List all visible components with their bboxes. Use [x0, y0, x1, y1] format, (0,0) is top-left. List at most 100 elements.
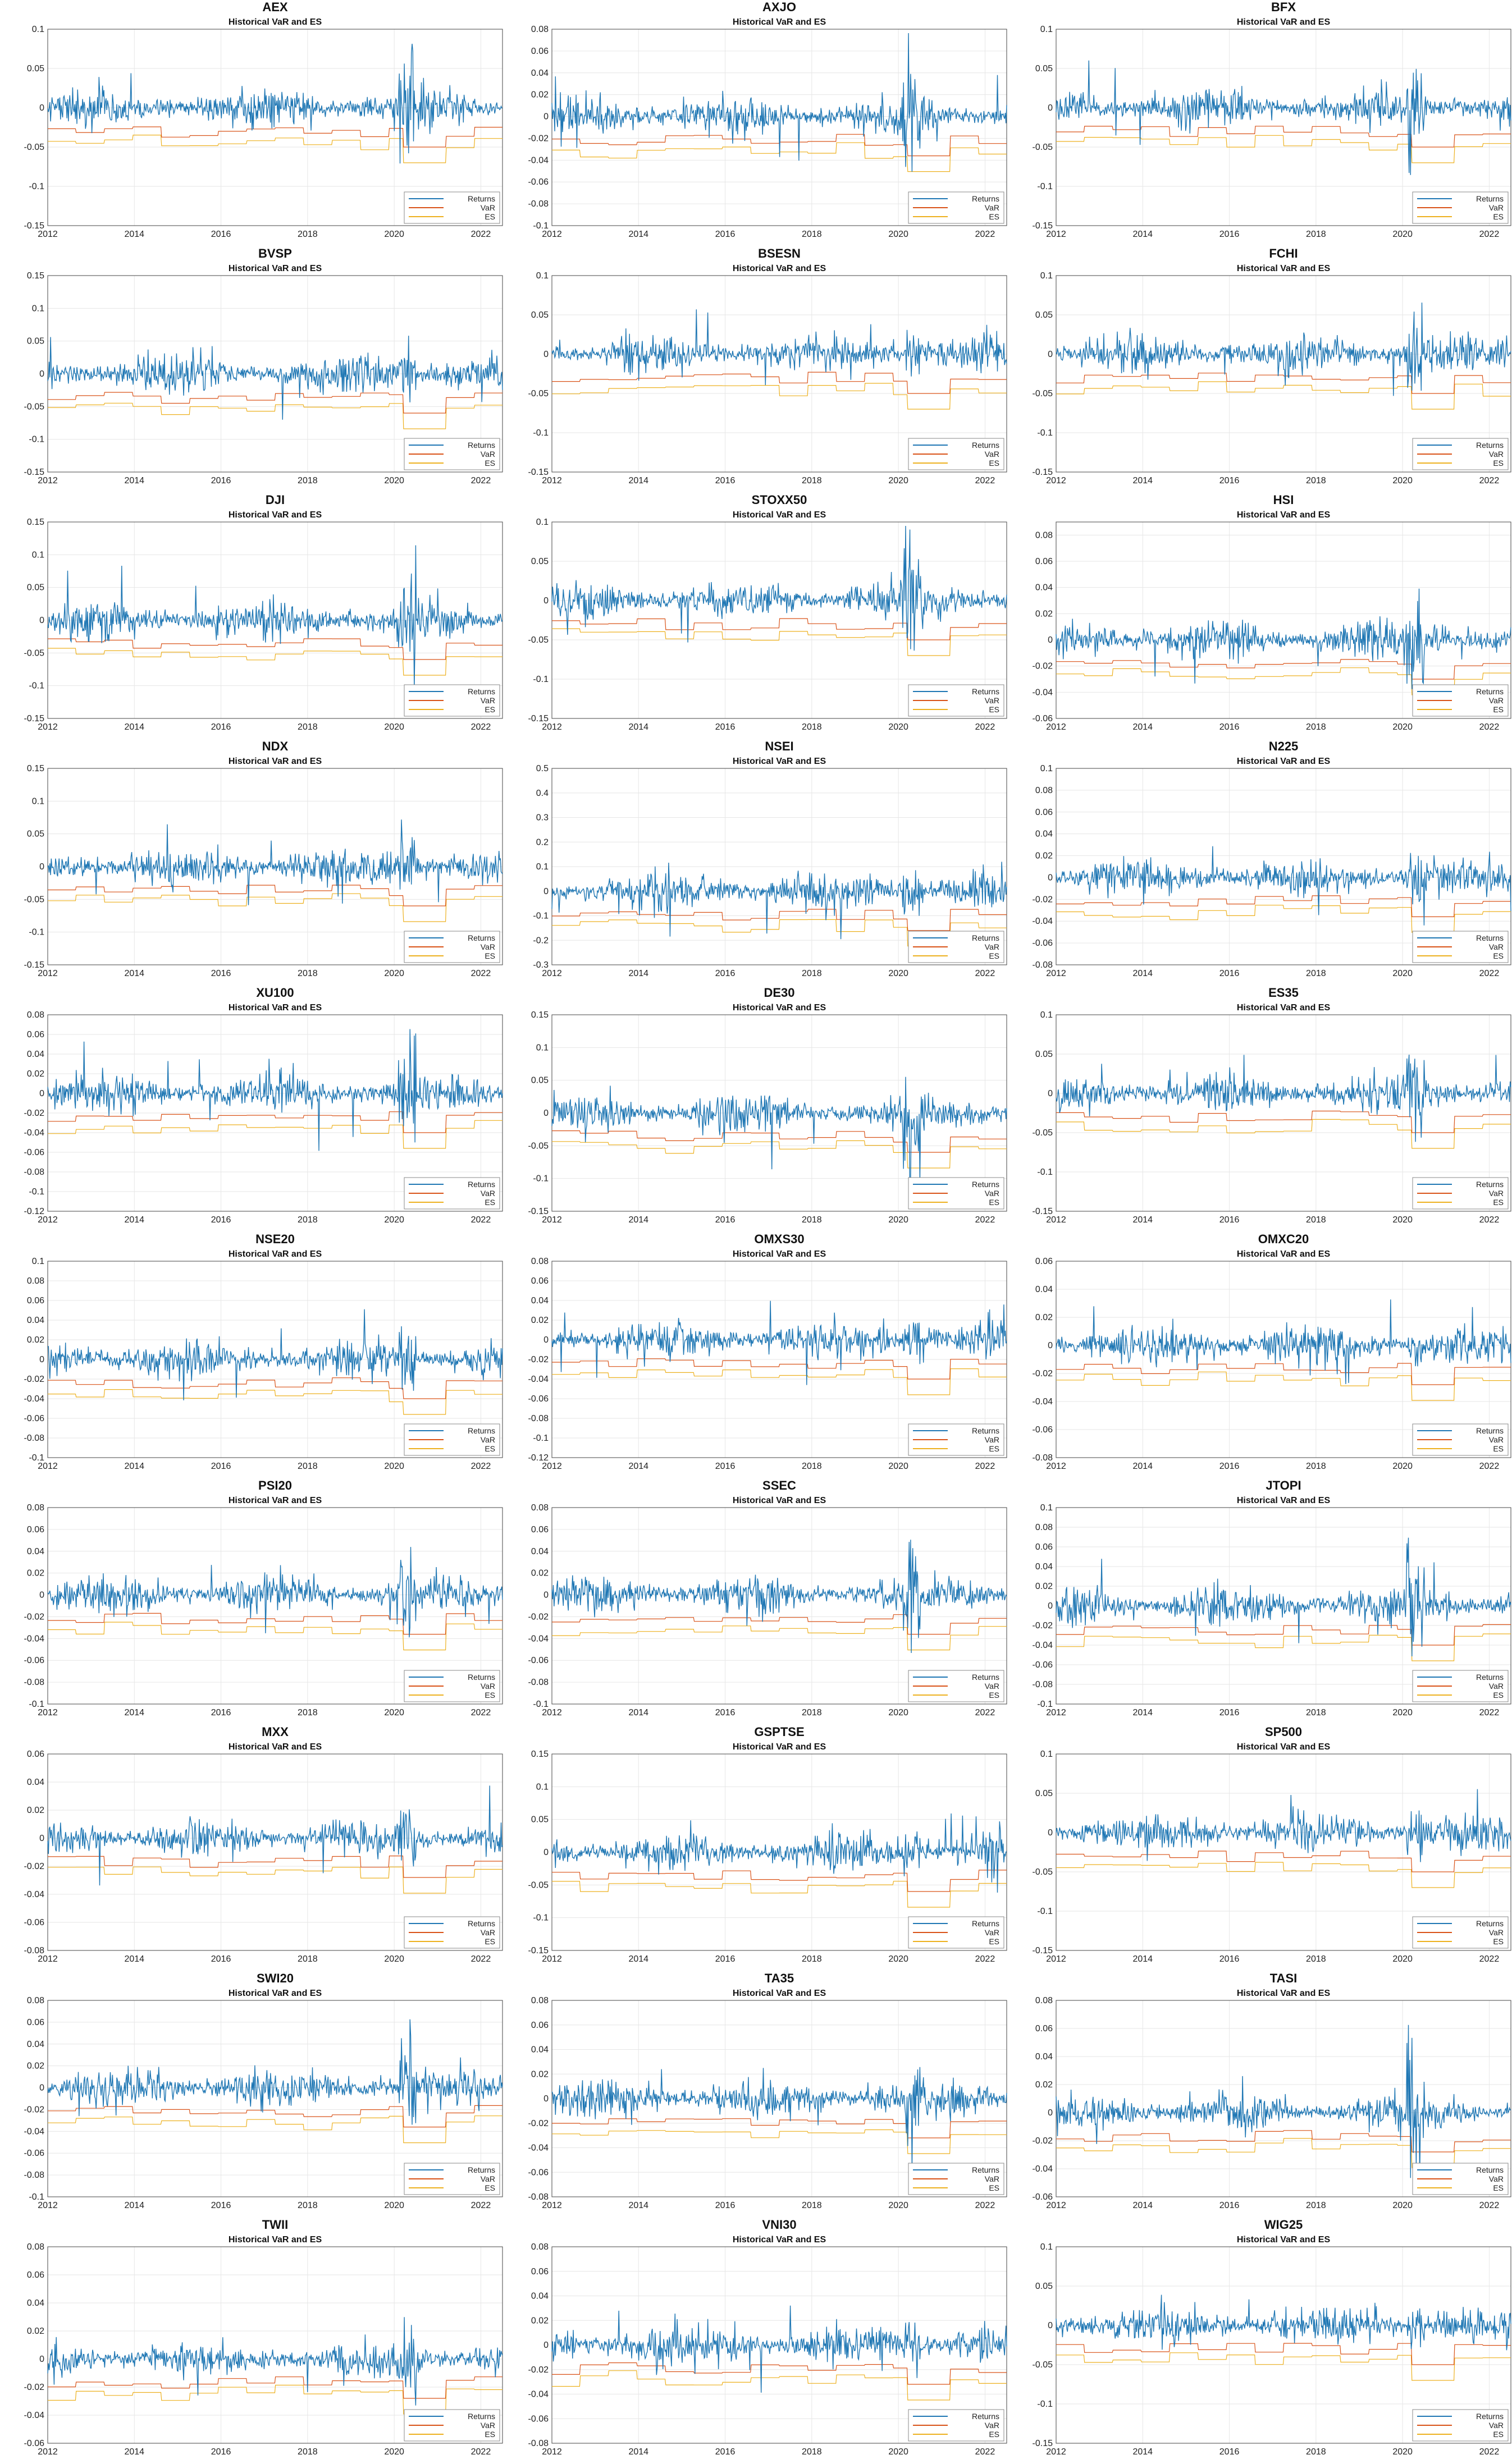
y-tick-label: 0	[543, 1109, 549, 1118]
y-tick-label: 0	[543, 350, 549, 359]
es-line	[1056, 905, 1511, 933]
y-tick-label: -0.05	[24, 895, 45, 904]
y-tick-label: 0.02	[27, 1569, 44, 1578]
legend-label: Returns	[468, 1426, 495, 1435]
y-tick-label: -0.04	[1033, 1641, 1053, 1650]
y-tick-label: 0	[543, 2341, 549, 2350]
y-tick-label: -0.02	[1033, 1369, 1053, 1378]
returns-line	[47, 1547, 503, 1638]
y-tick-label: -0.05	[1033, 2360, 1053, 2370]
x-tick-label: 2022	[975, 1462, 995, 1471]
chart-title: OMXS30	[754, 1232, 804, 1246]
chart-svg: BFX Historical VaR and ES 0.1 0.05 0 -0.05 -0.…	[1033, 0, 1511, 239]
x-tick-label: 2020	[384, 1215, 404, 1225]
x-tick-label: 2016	[1219, 2201, 1240, 2210]
y-tick-label: 0.08	[1035, 1523, 1053, 1532]
chart-svg: AEX Historical VaR and ES 0.1 0.05 0 -0.05 -0.…	[24, 0, 503, 239]
x-tick-label: 2022	[471, 230, 491, 239]
x-tick-label: 2020	[1392, 2201, 1413, 2210]
x-tick-label: 2020	[1392, 969, 1413, 978]
chart-nse20: NSE20 Historical VaR and ES 0.1 0.08 0.06 0.0…	[0, 1232, 504, 1478]
returns-line	[1056, 303, 1511, 396]
legend-label: ES	[1493, 2183, 1504, 2192]
y-tick-label: 0	[39, 862, 44, 872]
chart-svg: TWII Historical VaR and ES 0.08 0.06 0.04 0.0…	[24, 2218, 503, 2457]
y-tick-label: 0.04	[1035, 830, 1053, 839]
chart-subtitle: Historical VaR and ES	[229, 1003, 322, 1013]
legend-box	[1412, 438, 1509, 470]
chart-subtitle: Historical VaR and ES	[1237, 1989, 1331, 1998]
y-tick-label: -0.08	[24, 1678, 45, 1687]
legend-label: VaR	[1489, 2174, 1504, 2183]
y-tick-label: 0.02	[27, 2326, 44, 2336]
x-tick-label: 2020	[1392, 2447, 1413, 2457]
chart-title: DJI	[266, 493, 285, 507]
chart-svg: GSPTSE Historical VaR and ES 0.15 0.1 0.05 0 -…	[528, 1725, 1007, 1964]
y-tick-label: 0.05	[1035, 1789, 1053, 1798]
x-tick-label: 2018	[802, 2447, 822, 2457]
plot-frame	[1056, 1507, 1511, 1705]
chart-title: JTOPI	[1266, 1478, 1301, 1492]
y-tick-label: -0.04	[528, 2390, 549, 2399]
returns-line	[551, 1077, 1007, 1203]
var-line	[48, 1377, 503, 1399]
y-tick-label: 0.02	[27, 2062, 44, 2071]
y-tick-label: 0.1	[536, 1043, 549, 1052]
x-tick-label: 2018	[1306, 1462, 1326, 1471]
chart-n225: N225 Historical VaR and ES 0.1 0.08 0.06 0.04…	[1008, 739, 1512, 986]
y-tick-label: 0.15	[27, 764, 44, 773]
es-line	[552, 2129, 1007, 2154]
y-tick-label: 0	[39, 1355, 44, 1364]
x-tick-label: 2018	[298, 1462, 318, 1471]
legend-box	[908, 1916, 1004, 1949]
plot-frame	[47, 1261, 503, 1458]
var-line	[48, 126, 503, 148]
x-tick-label: 2012	[542, 1708, 562, 1718]
legend-label: Returns	[972, 194, 999, 203]
x-tick-label: 2018	[1306, 969, 1326, 978]
es-line	[1056, 2352, 1511, 2381]
y-tick-label: 0.04	[1035, 1562, 1053, 1572]
chart-title: SSEC	[762, 1478, 796, 1492]
y-tick-label: -0.08	[24, 1167, 45, 1177]
legend-label: VaR	[1489, 1189, 1504, 1198]
y-tick-label: 0.04	[531, 68, 549, 78]
chart-subtitle: Historical VaR and ES	[1237, 757, 1331, 766]
x-tick-label: 2012	[1046, 1215, 1066, 1225]
var-line	[552, 1130, 1007, 1153]
chart-svg: XU100 Historical VaR and ES 0.08 0.06 0.04 0.…	[24, 986, 503, 1225]
y-tick-label: 0.05	[27, 64, 44, 74]
y-tick-label: -0.1	[533, 675, 549, 684]
chart-gsptse: GSPTSE Historical VaR and ES 0.15 0.1 0.05 0 -…	[504, 1725, 1008, 1971]
chart-tasi: TASI Historical VaR and ES 0.08 0.06 0.04 0.0…	[1008, 1971, 1512, 2218]
legend-label: ES	[1493, 705, 1504, 714]
x-tick-label: 2018	[298, 2447, 318, 2457]
chart-subtitle: Historical VaR and ES	[229, 1249, 322, 1259]
legend-label: Returns	[468, 1180, 495, 1189]
x-tick-label: 2014	[124, 722, 144, 732]
y-tick-label: -0.1	[533, 912, 549, 921]
y-tick-label: -0.15	[1033, 468, 1053, 477]
y-tick-label: 0.04	[531, 1296, 549, 1306]
x-tick-label: 2022	[975, 722, 995, 732]
x-tick-label: 2018	[298, 2201, 318, 2210]
chart-subtitle: Historical VaR and ES	[733, 2235, 826, 2245]
chart-title: AEX	[262, 0, 288, 14]
x-tick-label: 2022	[975, 969, 995, 978]
y-tick-label: 0.5	[536, 764, 549, 773]
x-tick-label: 2016	[1219, 1708, 1240, 1718]
x-tick-label: 2012	[1046, 1708, 1066, 1718]
y-tick-label: -0.05	[528, 1141, 549, 1151]
x-tick-label: 2012	[542, 2201, 562, 2210]
legend-label: VaR	[481, 203, 495, 212]
x-tick-label: 2018	[1306, 722, 1326, 732]
y-tick-label: 0.06	[1035, 1542, 1053, 1552]
x-tick-label: 2014	[628, 2201, 648, 2210]
chart-title: BSESN	[758, 246, 801, 260]
x-tick-label: 2020	[384, 1954, 404, 1964]
y-tick-label: -0.02	[528, 1612, 549, 1622]
y-tick-label: -0.05	[528, 389, 549, 399]
